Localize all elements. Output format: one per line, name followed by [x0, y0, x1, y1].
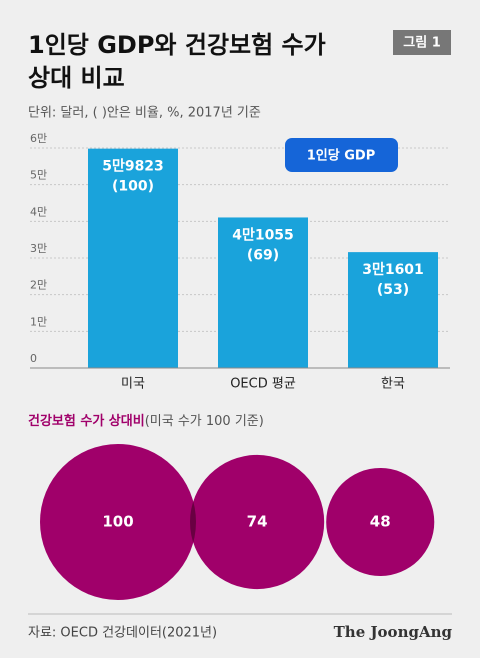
x-tick-label: 한국 [381, 377, 405, 392]
title-line: 1인당 GDP와 건강보험 수가 [28, 31, 326, 59]
section-title-main: 건강보험 수가 상대비 [28, 413, 145, 429]
bubble-label: 74 [247, 513, 268, 531]
bubble-label: 48 [370, 513, 391, 531]
value-label: 3만1601 [362, 262, 424, 278]
badge-box [393, 30, 451, 55]
y-tick-label: 3만 [30, 242, 47, 255]
bar [88, 148, 178, 368]
y-tick-label: 5만 [30, 169, 47, 182]
bubble [326, 467, 435, 577]
bubble-label: 100 [102, 513, 133, 531]
bubble [190, 454, 325, 590]
relative-label: (53) [377, 282, 409, 298]
badge: 그림 1 [403, 36, 441, 51]
legend-label: 1인당 GDP [307, 148, 375, 164]
y-tick-label: 2만 [30, 279, 47, 292]
unit-note: 단위: 달러, ( )안은 비율, %, 2017년 기준 [28, 106, 261, 121]
bar [348, 252, 438, 368]
title-line: 상대 비교 [28, 64, 125, 92]
y-tick-label: 4만 [30, 205, 47, 218]
legend-box [285, 138, 398, 172]
relative-label: (69) [247, 247, 279, 263]
bar [218, 217, 308, 368]
source: 자료: OECD 건강데이터(2021년) [28, 626, 217, 641]
y-tick-label: 0 [30, 352, 37, 365]
relative-label: (100) [112, 179, 154, 195]
section-subtitle: (미국 수가 100 기준) [145, 414, 264, 429]
value-label: 4만1055 [232, 227, 294, 243]
x-tick-label: OECD 평균 [230, 377, 296, 392]
section-title: 건강보험 수가 상대비(미국 수가 100 기준) [28, 413, 264, 429]
y-tick-label: 1만 [30, 315, 47, 328]
value-label: 5만9823 [102, 159, 164, 175]
bubble [40, 444, 196, 600]
x-tick-label: 미국 [121, 377, 145, 392]
y-tick-label: 6만 [30, 132, 47, 145]
brand: The JoongAng [334, 623, 453, 641]
